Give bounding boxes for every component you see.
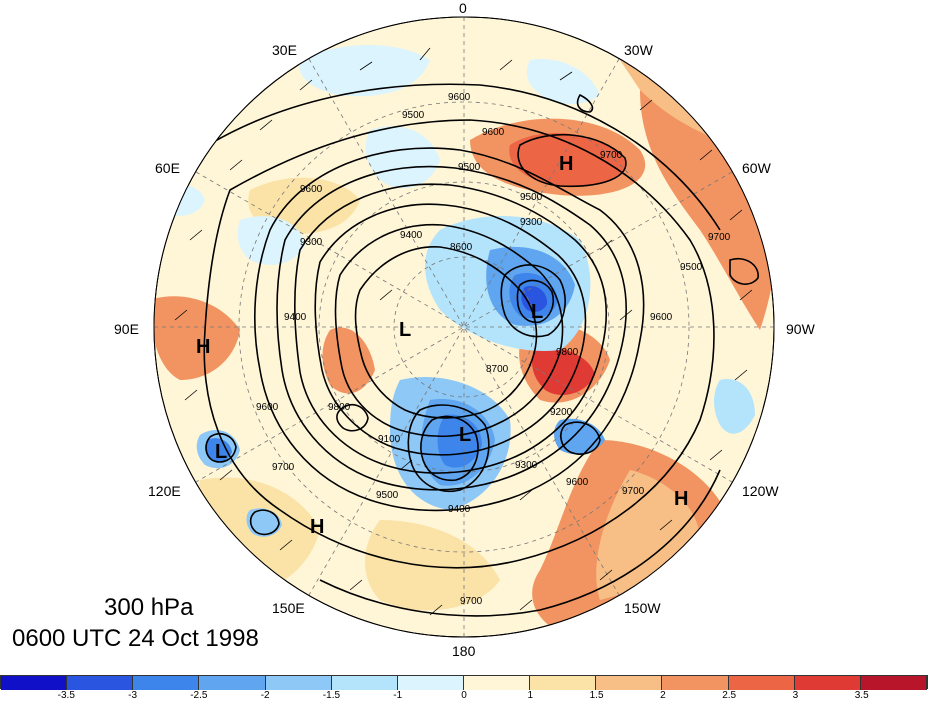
anomaly-shading [154,45,774,637]
contour-label: 9600 [482,127,505,138]
colorbar-segment [265,676,332,690]
contour-label: 8700 [486,364,509,375]
lon-label-90w: 90W [786,321,815,337]
colorbar-segment [331,676,398,690]
contour-label: 9100 [378,434,401,445]
contour-label: 9600 [650,312,673,323]
colorbar [0,675,928,690]
colorbar-tick-label: -3 [128,690,138,701]
colorbar-segment [860,676,927,690]
colorbar-segment [596,676,663,690]
contour-label: 9500 [520,192,543,203]
lon-label-120e: 120E [148,483,181,499]
lon-label-60w: 60W [742,160,771,176]
colorbar-segment [133,676,200,690]
colorbar-tick-label: 3.5 [854,690,869,701]
low-marker: L [459,424,471,446]
high-marker: H [310,516,324,538]
high-marker: H [674,488,688,510]
colorbar-segment [463,676,531,690]
colorbar-segment [199,676,266,690]
lon-label-30w: 30W [624,42,653,58]
contour-label: 9700 [622,486,645,497]
low-marker: L [215,441,227,463]
colorbar-tick-label: 2.5 [722,690,737,701]
high-marker: H [559,153,573,175]
lon-label-60e: 60E [155,160,180,176]
colorbar-tick-label: -1 [393,690,403,701]
colorbar-tick-label: 2 [660,690,666,701]
contour-label: 9700 [272,462,295,473]
colorbar-segment [67,676,134,690]
contour-label: 9700 [708,232,731,243]
low-marker: L [399,319,411,341]
high-marker: H [196,336,210,358]
colorbar-tick-label: 1.5 [589,690,604,701]
colorbar-tick-label: -3.5 [57,690,75,701]
lon-label-120w: 120W [742,483,779,499]
contour-label: 9500 [376,490,399,501]
colorbar-ticks: -3.5 -3 -2.5 -2 -1.5 -1 0 1 1.5 2 2.5 3 3.5 [0,690,928,702]
contour-label: 9700 [600,150,623,161]
contour-label: 9400 [448,504,471,515]
contour-label: 9300 [520,217,543,228]
colorbar-segment [397,676,464,690]
contour-labels: 9600 9500 9600 9700 9500 9600 9500 9400 … [256,92,731,607]
contour-label: 8600 [450,242,473,253]
low-marker: L [531,301,543,323]
lon-label-150w: 150W [624,600,661,616]
map-title-time: 0600 UTC 24 Oct 1998 [12,625,259,652]
contour-label: 9300 [300,237,323,248]
colorbar-segment [728,676,795,690]
pressure-centers: H H H H L L L L [196,153,688,538]
colorbar-segment [662,676,729,690]
contour-label: 9600 [448,92,471,103]
colorbar-tick-label: 0 [461,690,467,701]
contour-label: 9700 [460,596,483,607]
contour-label: 9600 [566,477,589,488]
contour-label: 9400 [284,312,307,323]
wind-barbs [174,47,753,616]
contour-label: 9200 [550,407,573,418]
lon-label-0: 0 [459,0,467,16]
colorbar-segment [530,676,597,690]
contour-label: 9500 [402,110,425,121]
contour-label: 9800 [556,347,579,358]
lon-label-90e: 90E [114,321,139,337]
colorbar-tick-label: -2 [260,690,270,701]
map-title-level: 300 hPa [104,594,194,621]
contour-label: 9800 [328,402,351,413]
contour-label: 9500 [680,262,703,273]
colorbar-segment [1,676,68,690]
contour-label: 9500 [458,162,481,173]
colorbar-tick-label: -1.5 [322,690,341,701]
colorbar-segment [794,676,861,690]
lon-label-180: 180 [452,643,476,659]
contour-label: 9600 [256,402,279,413]
lon-label-150e: 150E [272,600,305,616]
colorbar-tick-label: 3 [792,690,799,701]
colorbar-tick-label: 1 [527,690,534,701]
contour-label: 9600 [300,184,323,195]
height-contours [199,83,759,617]
lon-label-30e: 30E [272,42,297,58]
contour-label: 9300 [515,460,538,471]
contour-label: 9400 [400,230,423,241]
colorbar-tick-label: -2.5 [190,690,208,701]
